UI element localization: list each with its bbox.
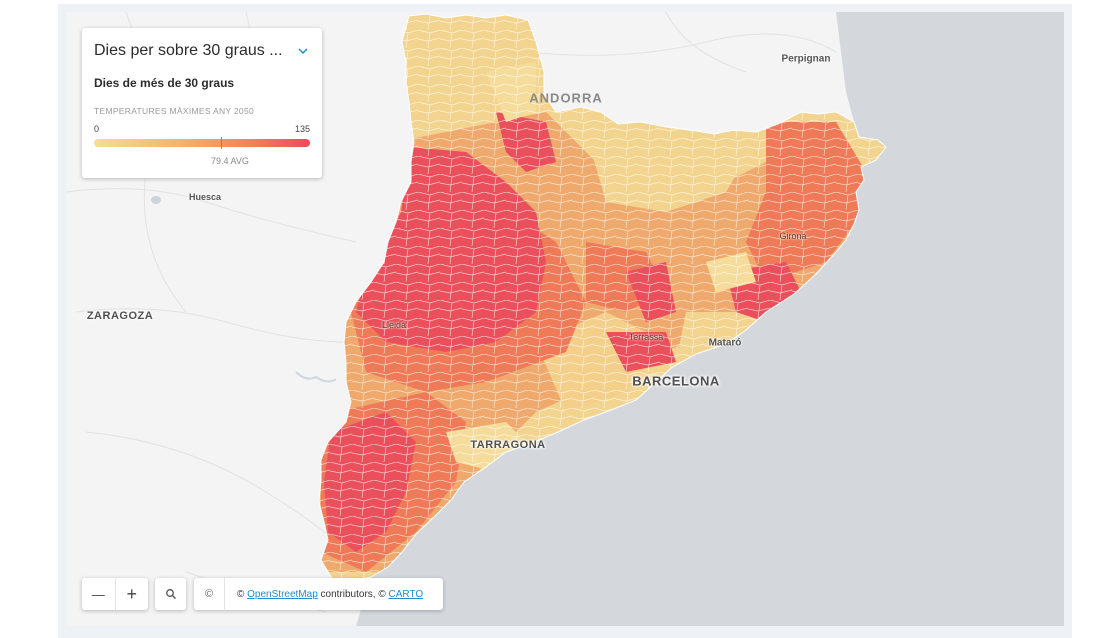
place-girona: Girona: [779, 231, 807, 241]
river: [295, 371, 337, 383]
legend-panel: Dies per sobre 30 graus ... Dies de més …: [82, 28, 322, 178]
legend-min-value: 0: [94, 124, 100, 134]
place-huesca: Huesca: [188, 192, 222, 202]
openstreetmap-link[interactable]: OpenStreetMap: [247, 588, 318, 600]
layer-selector[interactable]: Dies per sobre 30 graus ...: [94, 40, 310, 62]
place-barcelona: BARCELONA: [632, 373, 720, 389]
legend-caption: TEMPERATURES MÀXIMES ANY 2050: [94, 106, 255, 116]
zoom-divider: [114, 578, 116, 610]
layer-selector-title[interactable]: Dies per sobre 30 graus ...: [94, 42, 283, 59]
legend-subtitle: Dies de més de 30 graus: [94, 76, 235, 90]
place-perpignan: Perpignan: [781, 53, 831, 65]
chevron-down-icon[interactable]: [296, 44, 310, 58]
legend-max-value: 135: [294, 124, 310, 134]
map-canvas[interactable]: ANDORRA Perpignan Huesca ZARAGOZA Lleida…: [66, 12, 1064, 626]
zoom-in-button[interactable]: +: [126, 583, 137, 604]
attribution-prefix: ©: [237, 588, 248, 600]
search-icon: [165, 589, 176, 599]
place-zaragoza: ZARAGOZA: [86, 310, 154, 322]
place-tarragona: TARRAGONA: [470, 439, 546, 451]
search-button[interactable]: [155, 578, 186, 610]
color-ramp: [94, 139, 310, 147]
attribution-text: © OpenStreetMap contributors, © CARTO: [225, 589, 423, 600]
attribution-bar: © © OpenStreetMap contributors, © CARTO: [194, 578, 443, 610]
place-mataro: Mataró: [708, 337, 742, 349]
legend-average: 79.4 AVG: [211, 156, 249, 166]
place-terrassa: Terrassa: [628, 332, 664, 342]
reservoir: [151, 196, 161, 204]
place-lleida: Lleida: [381, 320, 407, 330]
attribution-toggle[interactable]: ©: [194, 578, 225, 610]
mediterranean-sea: [356, 12, 1064, 626]
zoom-controls: — +: [82, 578, 148, 610]
place-andorra: ANDORRA: [529, 90, 603, 106]
attribution-middle: contributors, ©: [317, 588, 389, 600]
zoom-out-button[interactable]: —: [91, 586, 105, 602]
carto-link[interactable]: CARTO: [388, 588, 424, 600]
average-marker: [221, 137, 222, 149]
